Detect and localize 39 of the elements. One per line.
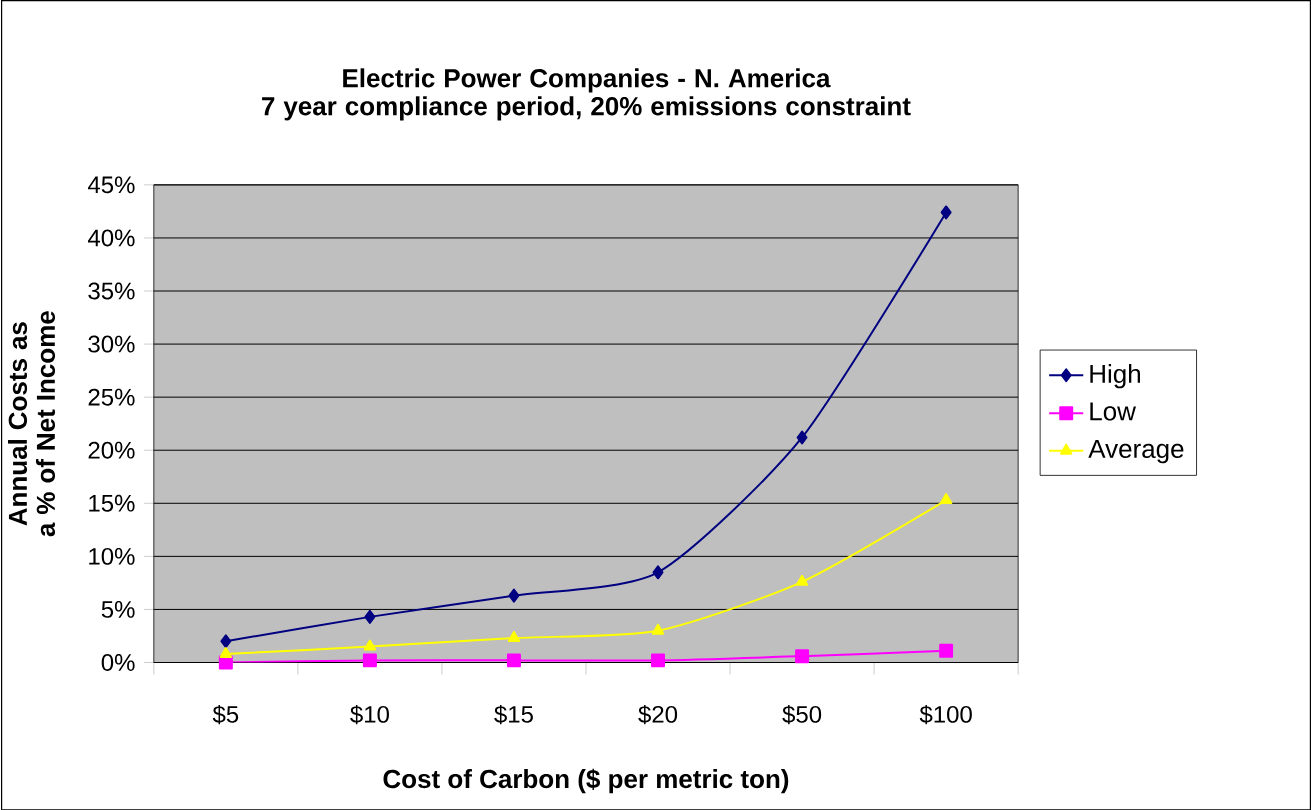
x-tick-label: $50: [782, 704, 822, 725]
point: [795, 574, 809, 586]
point: [507, 630, 521, 642]
point: [219, 646, 233, 658]
x-tick-label: $20: [638, 704, 678, 725]
y-tick-label: 35%: [88, 282, 135, 300]
point: [939, 492, 953, 504]
x-tick-label: $100: [919, 704, 972, 725]
legend-label: High: [1090, 363, 1140, 389]
x-tick-label: $10: [350, 704, 389, 725]
point: [651, 653, 665, 668]
y-tick-label: 5%: [101, 600, 135, 618]
x-tick-label: $15: [494, 704, 533, 725]
point: [364, 609, 376, 624]
point: [796, 430, 808, 445]
y-tick-label: 0%: [101, 653, 135, 671]
y-tick-label: 15%: [89, 494, 135, 512]
chart-title: Electric Power Companies - N. America 7 year compliance period, 20% emissions constraint: [262, 68, 911, 121]
point: [939, 643, 954, 658]
point: [651, 623, 665, 635]
x-tick-label: $5: [212, 704, 239, 725]
point: [363, 639, 377, 651]
legend-label: Low: [1090, 402, 1136, 421]
point: [362, 653, 377, 668]
y-tick-label: 20%: [88, 441, 135, 459]
point: [652, 565, 664, 580]
point: [940, 205, 952, 220]
y-tick-label: 25%: [88, 388, 135, 406]
y-tick-label: 40%: [87, 229, 135, 247]
point: [795, 648, 810, 663]
point: [506, 653, 521, 668]
y-tick-label: 45%: [87, 176, 135, 194]
y-axis-title: Annual Costs as a % of Net Income: [7, 310, 56, 537]
y-tick-label: 10%: [89, 547, 135, 565]
x-axis-title: Cost of Carbon ($ per metric ton): [383, 768, 789, 794]
point: [220, 634, 232, 649]
y-tick-label: 30%: [88, 335, 135, 353]
point: [508, 588, 520, 603]
legend-label: Average: [1088, 439, 1184, 463]
